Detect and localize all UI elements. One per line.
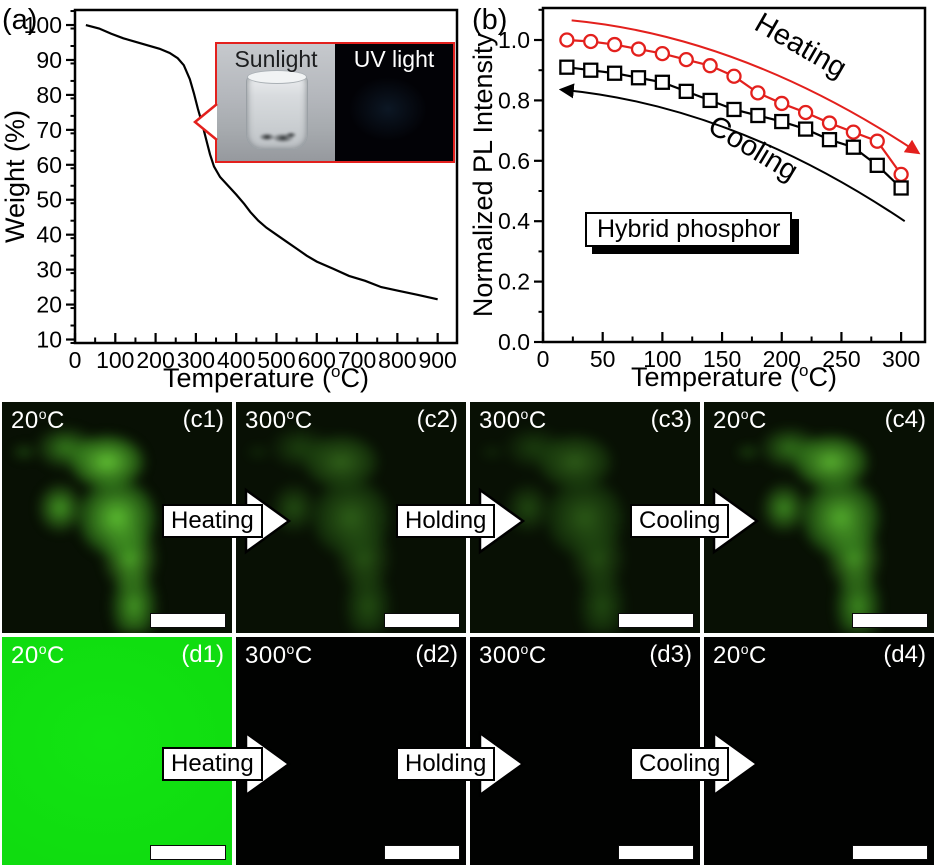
svg-text:700: 700 <box>338 347 376 373</box>
temp-label: 20oC <box>713 406 767 434</box>
svg-text:0.4: 0.4 <box>498 208 530 234</box>
svg-text:70: 70 <box>36 117 62 143</box>
flow-arrow-label: Heating <box>162 747 263 781</box>
svg-text:Temperature (oC): Temperature (oC) <box>163 362 369 393</box>
pl-chart-canvas: 0 50 100 150 200 250 300 0.0 0.2 0.4 0.6 0.8 1.0 Temp… <box>470 6 927 392</box>
svg-text:500: 500 <box>257 347 295 373</box>
scale-bar <box>618 613 694 628</box>
panel-id-label: (d1) <box>181 641 224 668</box>
scale-bar <box>852 613 928 628</box>
flow-arrow-holding-row-c: Holding <box>396 485 526 557</box>
flow-arrow-cooling-row-d: Cooling <box>630 728 760 800</box>
flow-arrow-heating-row-d: Heating <box>162 728 292 800</box>
panel-id-label: (d3) <box>649 641 692 668</box>
svg-text:50: 50 <box>36 187 62 213</box>
flow-arrow-label: Holding <box>396 747 496 781</box>
svg-text:Normalized PL Intensity: Normalized PL Intensity <box>470 32 498 317</box>
flow-arrow-label: Cooling <box>630 747 730 781</box>
photo-panel-d4: 20oC (d4) <box>704 637 934 865</box>
svg-text:40: 40 <box>36 222 62 248</box>
svg-text:Weight (%): Weight (%) <box>0 110 30 243</box>
svg-text:300: 300 <box>882 346 920 372</box>
svg-text:150: 150 <box>703 346 741 372</box>
svg-text:900: 900 <box>418 347 456 373</box>
svg-text:90: 90 <box>36 47 62 73</box>
svg-text:50: 50 <box>590 346 616 372</box>
temp-label: 20oC <box>11 406 65 434</box>
svg-text:10: 10 <box>36 327 62 353</box>
panel-b-pl-chart: 0 50 100 150 200 250 300 0.0 0.2 0.4 0.6 0.8 1.0 Temp… <box>470 0 940 400</box>
svg-text:Temperature (oC): Temperature (oC) <box>631 361 837 392</box>
panel-a-label: (a) <box>2 4 38 36</box>
phosphor-blob <box>726 402 934 633</box>
panel-b-label: (b) <box>472 4 508 36</box>
svg-text:0: 0 <box>537 346 550 372</box>
svg-text:100: 100 <box>643 346 681 372</box>
uv-faint-glow <box>349 76 428 142</box>
flow-arrow-holding-row-d: Holding <box>396 728 526 800</box>
sunlight-caption: Sunlight <box>234 46 318 72</box>
svg-text:200: 200 <box>763 346 801 372</box>
panel-id-label: (d2) <box>415 641 458 668</box>
svg-text:80: 80 <box>36 82 62 108</box>
temp-label: 300oC <box>245 641 313 669</box>
panel-id-label: (c4) <box>884 406 926 433</box>
panel-id-label: (d4) <box>883 641 926 668</box>
svg-text:0: 0 <box>69 347 82 373</box>
glass-beaker <box>246 70 308 150</box>
svg-text:0.8: 0.8 <box>498 87 530 113</box>
svg-text:0.0: 0.0 <box>498 329 530 355</box>
svg-text:30: 30 <box>36 257 62 283</box>
svg-text:20: 20 <box>36 292 62 318</box>
svg-text:250: 250 <box>822 346 860 372</box>
svg-text:Heating: Heating <box>749 7 852 85</box>
inset-uv-photo: UV light <box>335 44 453 161</box>
scale-bar <box>852 845 928 860</box>
flow-arrow-label: Cooling <box>630 504 730 538</box>
temp-label: 300oC <box>479 641 547 669</box>
temp-label: 20oC <box>713 641 767 669</box>
svg-text:600: 600 <box>298 347 336 373</box>
beaker-particles <box>255 130 297 143</box>
svg-text:60: 60 <box>36 152 62 178</box>
scale-bar <box>384 613 460 628</box>
svg-text:100: 100 <box>96 347 134 373</box>
uv-caption: UV light <box>353 46 435 72</box>
svg-text:800: 800 <box>378 347 416 373</box>
beaker-rim <box>247 70 307 84</box>
scale-bar <box>150 613 226 628</box>
svg-text:0.2: 0.2 <box>498 269 530 295</box>
flow-arrow-label: Heating <box>162 504 263 538</box>
film-row-d: 20oC (d1) 300oC (d2) 300oC (d3) 20oC (d4… <box>0 637 940 865</box>
panel-id-label: (c1) <box>182 406 224 433</box>
flow-arrow-cooling-row-c: Cooling <box>630 485 760 557</box>
panel-id-label: (c2) <box>416 406 458 433</box>
flow-arrow-label: Holding <box>396 504 496 538</box>
hybrid-phosphor-box: Hybrid phosphor <box>585 212 793 247</box>
svg-text:100: 100 <box>24 12 62 38</box>
svg-text:1.0: 1.0 <box>498 27 530 53</box>
scale-bar <box>384 845 460 860</box>
scale-bar <box>618 845 694 860</box>
temp-label: 20oC <box>11 641 65 669</box>
panel-a-tga-chart: 0 100 200 300 400 500 600 700 800 900 10 20 30 40 50 60… <box>0 0 470 400</box>
svg-text:300: 300 <box>177 347 215 373</box>
tga-chart-canvas: 0 100 200 300 400 500 600 700 800 900102030405060… <box>0 8 459 393</box>
svg-text:0.6: 0.6 <box>498 148 530 174</box>
inset-sunlight-photo: Sunlight <box>217 44 335 161</box>
scale-bar <box>150 845 226 860</box>
temp-label: 300oC <box>245 406 313 434</box>
photo-inset: Sunlight UV light <box>215 42 455 163</box>
flow-arrow-heating-row-c: Heating <box>162 485 292 557</box>
temp-label: 300oC <box>479 406 547 434</box>
svg-text:200: 200 <box>136 347 174 373</box>
panel-id-label: (c3) <box>650 406 692 433</box>
svg-text:400: 400 <box>217 347 255 373</box>
